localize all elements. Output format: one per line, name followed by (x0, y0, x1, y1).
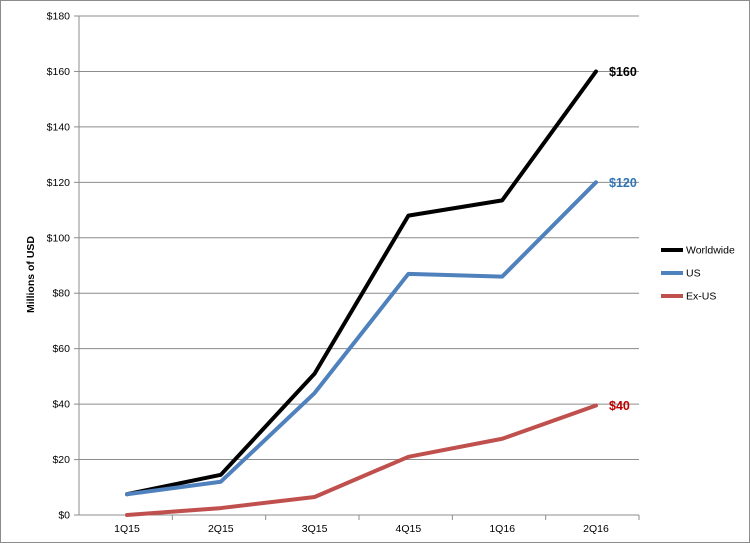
y-tick-label: $60 (52, 343, 70, 355)
y-axis-title: Millions of USD (25, 236, 37, 313)
x-tick-label: 1Q16 (489, 523, 515, 535)
end-label: $40 (609, 399, 630, 413)
y-tick-label: $0 (58, 510, 70, 522)
y-tick-label: $100 (47, 232, 71, 244)
x-tick-label: 1Q15 (114, 523, 140, 535)
y-tick-label: $120 (47, 177, 71, 189)
series-lines (125, 69, 598, 517)
x-tick-label: 2Q16 (583, 523, 609, 535)
y-tick-label: $80 (52, 288, 70, 300)
y-tick-label: $160 (47, 66, 71, 78)
series-line-ex-us (125, 403, 598, 517)
y-tick-label: $20 (52, 454, 70, 466)
end-label: $120 (609, 176, 637, 190)
x-tick-label: 4Q15 (396, 523, 422, 535)
legend-label: Worldwide (686, 245, 735, 257)
end-labels: $160 $120 $40 (609, 65, 637, 413)
y-tick-label: $140 (47, 121, 71, 133)
legend: Worldwide US Ex-US (661, 245, 735, 303)
series-line-us (125, 180, 598, 497)
end-label: $160 (609, 65, 637, 79)
gridlines (79, 15, 639, 461)
series-line-worldwide (125, 69, 598, 497)
legend-label: Ex-US (686, 291, 716, 303)
y-tick-label: $180 (47, 11, 71, 23)
legend-label: US (686, 268, 701, 280)
tick-labels: $0 $20 $40 $60 $80 $100 $120 $140 $160 $180 1Q15 2Q… (47, 11, 609, 536)
x-tick-label: 3Q15 (302, 523, 328, 535)
axes (74, 15, 640, 520)
x-tick-label: 2Q15 (208, 523, 234, 535)
y-tick-label: $40 (52, 399, 70, 411)
